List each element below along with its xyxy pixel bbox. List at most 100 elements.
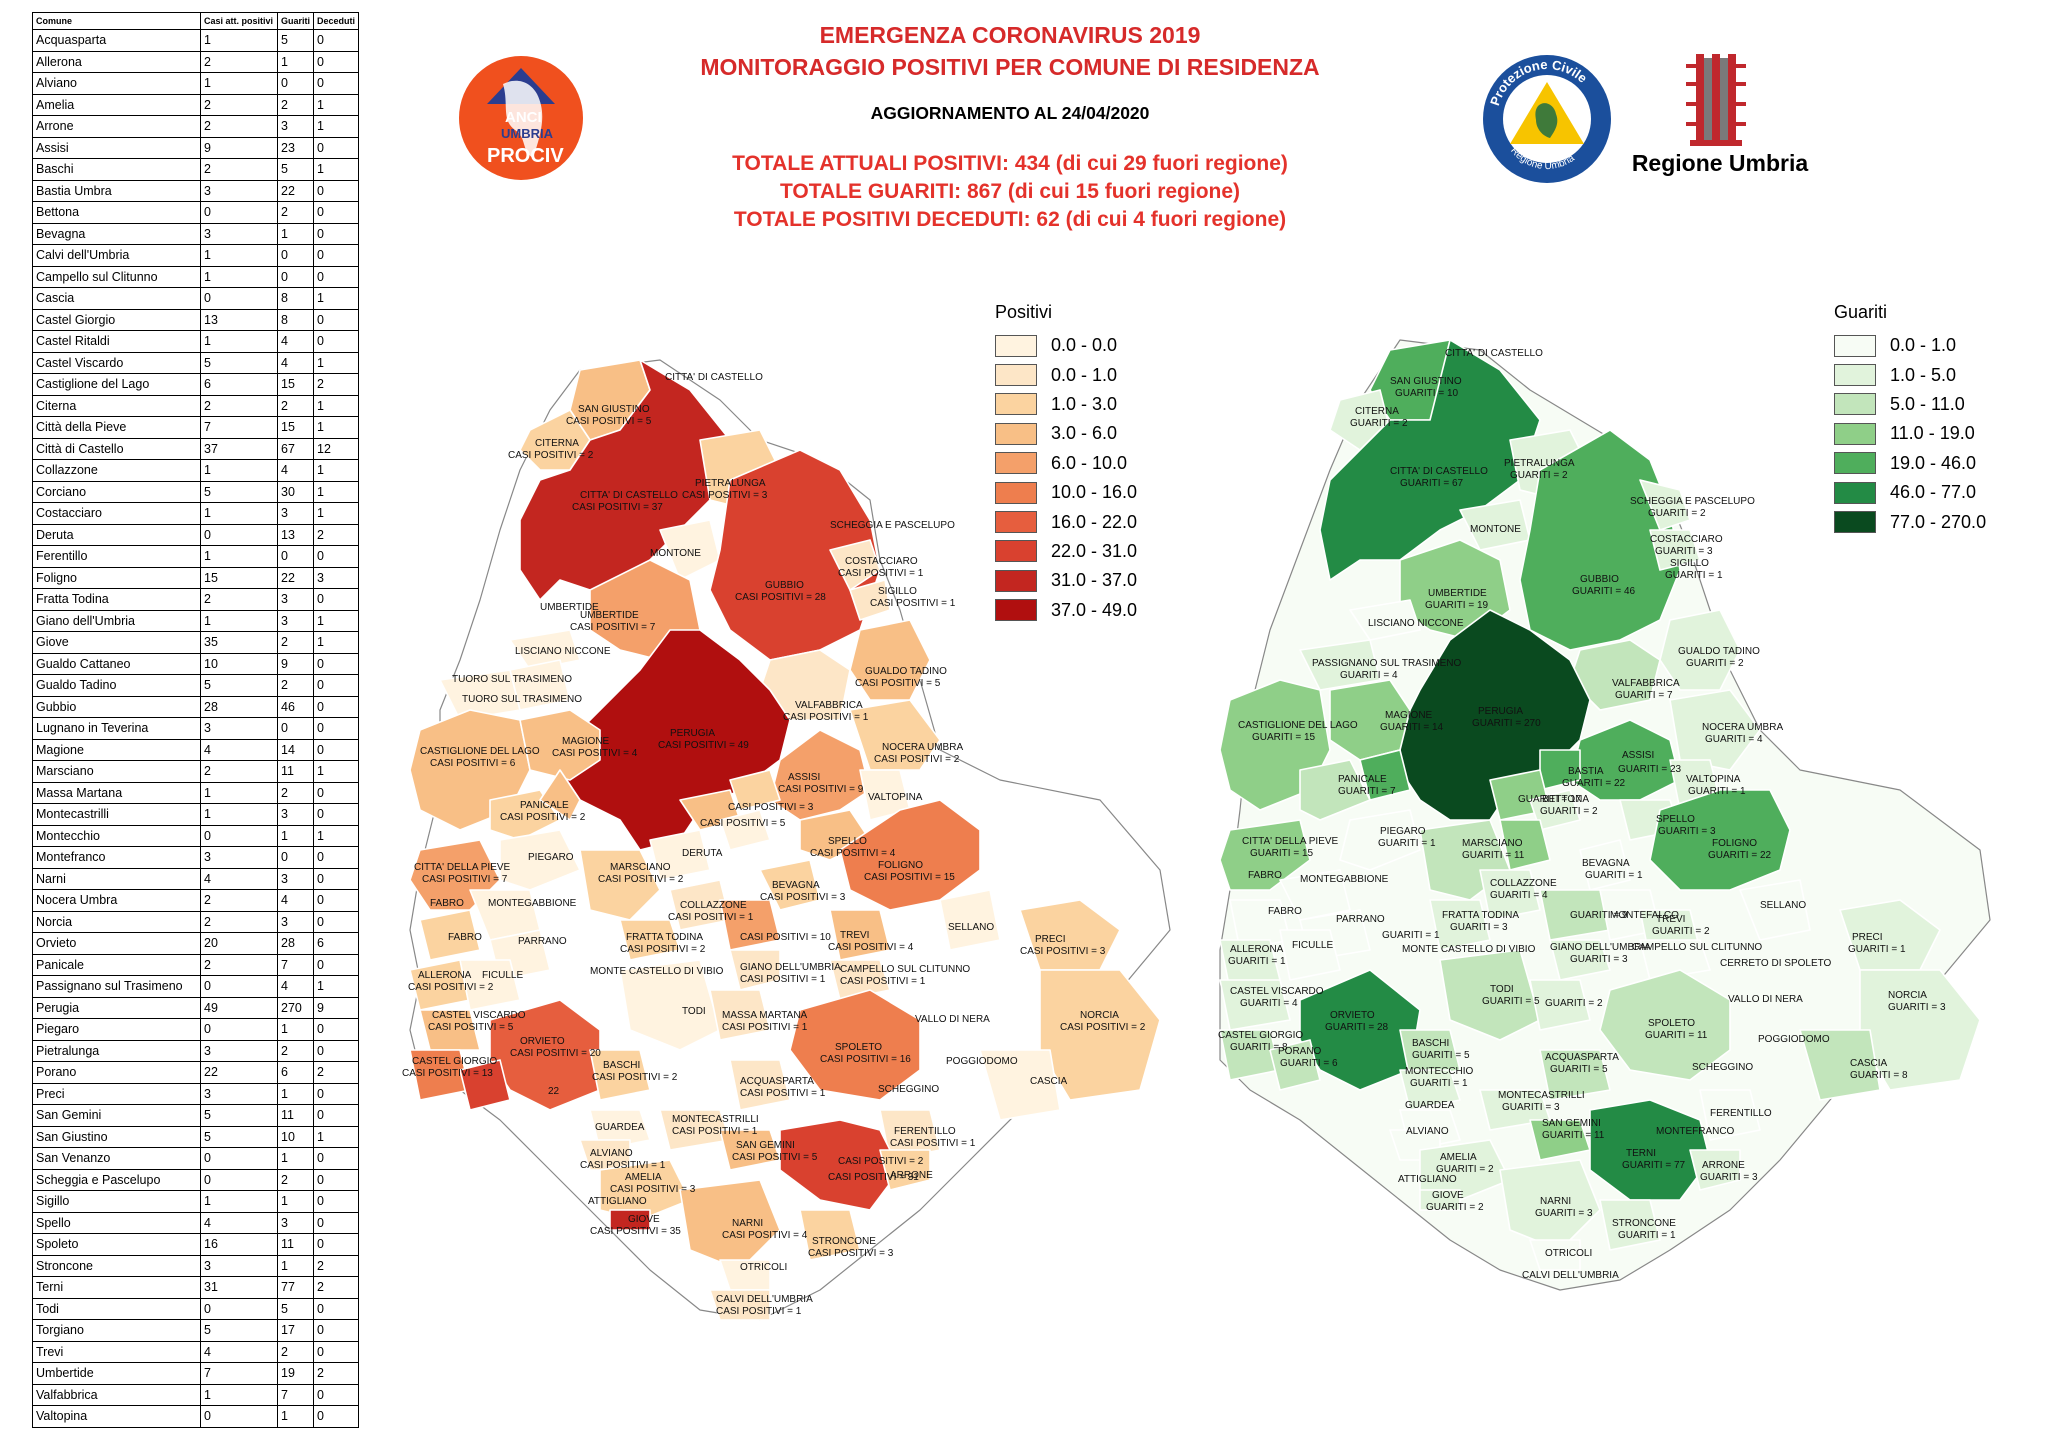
cell-guariti: 1 — [276, 1147, 315, 1170]
municipality-label: GUARITI = 15 — [1250, 848, 1314, 859]
municipality-label: FOLIGNO — [878, 860, 924, 871]
municipality-label: TREVI — [1656, 914, 1686, 925]
cell-comune: Stroncone — [32, 1254, 201, 1277]
municipality-deruta — [1499, 819, 1551, 871]
cell-deceduti: 1 — [313, 609, 360, 632]
cell-comune: Allerona — [32, 50, 201, 73]
cell-deceduti: 0 — [313, 1405, 360, 1428]
municipality-label: CASI POSITIVI = 37 — [572, 502, 663, 513]
municipality-cascia — [979, 1049, 1061, 1121]
legend-range: 16.0 - 22.0 — [1051, 511, 1138, 532]
cell-deceduti: 0 — [313, 738, 360, 761]
cell-positivi: 4 — [200, 1340, 278, 1363]
legend-guariti-title: Guariti — [1834, 302, 1888, 322]
municipality-label: CASI POSITIVI = 1 — [740, 974, 826, 985]
cell-deceduti: 0 — [313, 717, 360, 740]
municipality-label: MONTECASTRILLI — [1498, 1090, 1585, 1101]
update-date: AGGIORNAMENTO AL 24/04/2020 — [870, 103, 1150, 123]
municipality-label: GUARITI = 17 — [1518, 794, 1582, 805]
table-row: Costacciaro 1 3 1 — [32, 502, 360, 525]
table-row: Foligno 15 22 3 — [32, 566, 360, 589]
table-row: Acquasparta 1 5 0 — [32, 29, 360, 52]
cell-comune: Bastia Umbra — [32, 179, 201, 202]
cell-comune: Assisi — [32, 136, 201, 159]
cell-positivi: 2 — [200, 910, 278, 933]
cell-comune: Foligno — [32, 566, 201, 589]
municipality-label: FICULLE — [482, 970, 524, 981]
cell-comune: Calvi dell'Umbria — [32, 244, 201, 267]
cell-positivi: 3 — [200, 1082, 278, 1105]
municipality-label: VALFABBRICA — [795, 700, 863, 711]
municipality-porano — [459, 1059, 511, 1111]
municipality-label: SELLANO — [948, 922, 995, 933]
municipality-collazzone — [1479, 869, 1541, 921]
municipality-fratta-todina — [619, 919, 681, 961]
municipality-label: MONTONE — [650, 548, 701, 559]
table-row: Città di Castello 37 67 12 — [32, 437, 360, 460]
municipality-label: CASTEL GIORGIO — [1218, 1030, 1304, 1041]
municipality-label: AMELIA — [1440, 1152, 1477, 1163]
municipality-label: CITERNA — [1355, 406, 1399, 417]
cell-comune: Castel Viscardo — [32, 351, 201, 374]
municipality-panicale — [1299, 759, 1371, 821]
municipality-label: GUARITI = 2 — [1510, 470, 1568, 481]
table-row: Corciano 5 30 1 — [32, 480, 360, 503]
cell-comune: Castel Ritaldi — [32, 330, 201, 353]
municipality-label: ORVIETO — [1330, 1010, 1375, 1021]
cell-guariti: 2 — [276, 781, 315, 804]
cell-comune: Pietralunga — [32, 1039, 201, 1062]
municipality-label: CITERNA — [535, 438, 579, 449]
municipality-label: CASI POSITIVI = 20 — [510, 1048, 601, 1059]
legend-row: 5.0 - 11.0 — [1834, 390, 1986, 419]
cell-deceduti: 0 — [313, 1018, 360, 1041]
municipality-passignano — [1299, 639, 1381, 691]
municipality-label: CASI POSITIVI = 5 — [428, 1022, 514, 1033]
cell-comune: Baschi — [32, 158, 201, 181]
cell-positivi: 5 — [200, 1319, 278, 1342]
municipality-label: CALVI DELL'UMBRIA — [716, 1294, 813, 1305]
cell-comune: Giano dell'Umbria — [32, 609, 201, 632]
cell-guariti: 1 — [276, 1018, 315, 1041]
municipality-label: CASI POSITIVI = 1 — [838, 568, 924, 579]
municipality-label: FABRO — [1268, 906, 1302, 917]
cell-deceduti: 1 — [313, 351, 360, 374]
municipality-label: VALFABBRICA — [1612, 678, 1680, 689]
municipality-label: SAN GEMINI — [1542, 1118, 1601, 1129]
table-row: Bastia Umbra 3 22 0 — [32, 179, 360, 202]
cell-comune: Spello — [32, 1211, 201, 1234]
legend-range: 37.0 - 49.0 — [1051, 599, 1138, 620]
legend-row: 1.0 - 3.0 — [995, 390, 1137, 419]
cell-positivi: 1 — [200, 609, 278, 632]
municipality-label: CASI POSITIVI = 16 — [820, 1054, 911, 1065]
municipality-label: GUARITI = 2 — [1350, 418, 1408, 429]
header-positivi: Casi att. positivi — [200, 12, 278, 30]
municipality-label: CASI POSITIVI = 1 — [580, 1160, 666, 1171]
municipality-label: FICULLE — [1292, 940, 1334, 951]
municipality-label: TUORO SUL TRASIMENO — [452, 674, 573, 685]
municipality-bevagna — [759, 859, 821, 911]
municipality-label: BASCHI — [603, 1060, 641, 1071]
municipality-label: CASI POSITIVI = 7 — [570, 622, 656, 633]
table-row: Giano dell'Umbria 1 3 1 — [32, 609, 360, 632]
municipality-label: MARSCIANO — [610, 862, 671, 873]
municipality-label: VALLO DI NERA — [1728, 994, 1803, 1005]
cell-comune: Castiglione del Lago — [32, 373, 201, 396]
legend-swatch — [1834, 334, 1876, 357]
municipality-label: CITTA' DELLA PIEVE — [1242, 836, 1339, 847]
header-deceduti: Deceduti — [313, 12, 360, 30]
municipality-label: LISCIANO NICCONE — [515, 646, 611, 657]
cell-deceduti: 0 — [313, 910, 360, 933]
cell-guariti: 1 — [276, 1254, 315, 1277]
municipality-terni — [779, 1119, 901, 1211]
cell-comune: Costacciaro — [32, 502, 201, 525]
municipality-label: GUARITI = 3 — [1502, 1102, 1560, 1113]
cell-comune: Terni — [32, 1276, 201, 1299]
cell-deceduti: 6 — [313, 932, 360, 955]
municipality-label: TERNI — [1626, 1148, 1656, 1159]
municipality-label: CASI POSITIVI = 15 — [864, 872, 955, 883]
cell-positivi: 2 — [200, 760, 278, 783]
municipality-label: CASI POSITIVI = 4 — [828, 942, 914, 953]
cell-deceduti: 0 — [313, 265, 360, 288]
municipality-label: ASSISI — [788, 772, 821, 783]
municipality-label: BASCHI — [1412, 1038, 1450, 1049]
